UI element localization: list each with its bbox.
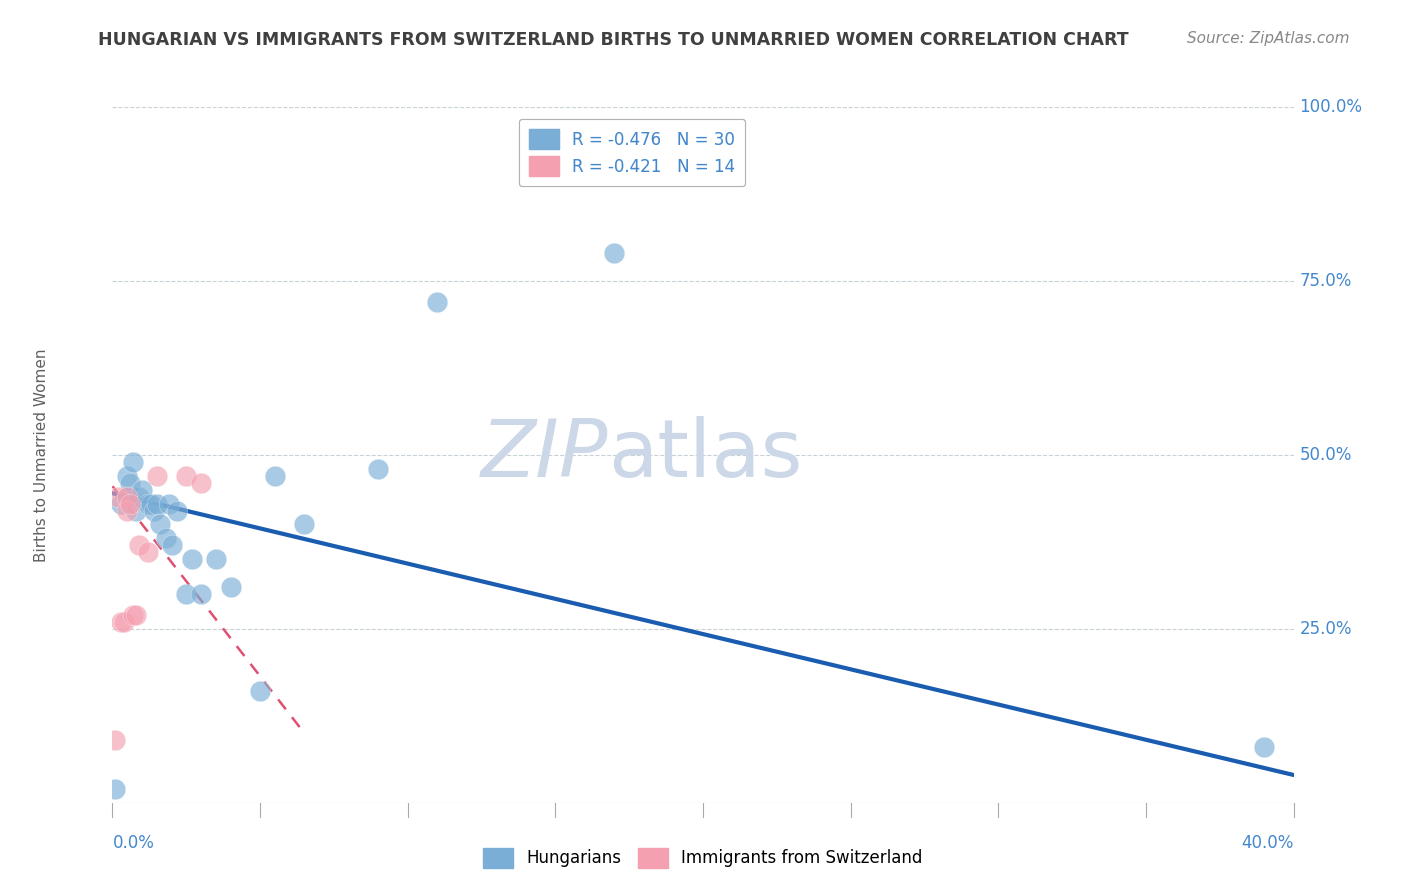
Point (174, 468, 197, 483)
Point (190, 587, 212, 601)
Point (155, 532, 177, 546)
Point (117, 503, 138, 517)
Point (125, 607, 148, 622)
Point (142, 503, 165, 517)
Point (117, 468, 138, 483)
Text: 50.0%: 50.0% (1299, 446, 1351, 464)
Text: 75.0%: 75.0% (1299, 272, 1351, 290)
Point (117, 490, 138, 504)
Point (128, 490, 150, 504)
Point (128, 538, 150, 552)
Point (205, 552, 228, 566)
Point (1253, 740, 1275, 755)
Text: atlas: atlas (609, 416, 803, 494)
Legend: R = -0.476   N = 30, R = -0.421   N = 14: R = -0.476 N = 30, R = -0.421 N = 14 (519, 119, 745, 186)
Point (146, 497, 169, 511)
Point (117, 490, 138, 504)
Point (110, 615, 132, 629)
Point (249, 684, 271, 698)
Point (131, 483, 153, 497)
Point (367, 462, 389, 476)
Point (139, 497, 162, 511)
Text: ZIP: ZIP (481, 416, 609, 494)
Point (149, 517, 172, 532)
Text: Births to Unmarried Women: Births to Unmarried Women (34, 348, 49, 562)
Point (174, 587, 197, 601)
Point (190, 475, 212, 490)
Point (122, 455, 145, 469)
Point (112, 615, 135, 629)
Text: 100.0%: 100.0% (1299, 98, 1362, 116)
Text: 25.0%: 25.0% (1299, 620, 1353, 638)
Text: Source: ZipAtlas.com: Source: ZipAtlas.com (1187, 31, 1350, 46)
Point (120, 475, 142, 490)
Point (122, 607, 145, 622)
Point (219, 580, 242, 594)
Point (104, 781, 127, 796)
Point (125, 503, 148, 517)
Point (166, 503, 188, 517)
Text: 40.0%: 40.0% (1241, 834, 1294, 852)
Point (107, 490, 129, 504)
Point (603, 246, 626, 260)
Text: 0.0%: 0.0% (112, 834, 155, 852)
Point (292, 517, 315, 532)
Point (146, 468, 169, 483)
Point (426, 294, 449, 309)
Point (120, 497, 142, 511)
Point (110, 497, 132, 511)
Point (136, 497, 159, 511)
Point (181, 552, 204, 566)
Text: HUNGARIAN VS IMMIGRANTS FROM SWITZERLAND BIRTHS TO UNMARRIED WOMEN CORRELATION C: HUNGARIAN VS IMMIGRANTS FROM SWITZERLAND… (98, 31, 1129, 49)
Legend: Hungarians, Immigrants from Switzerland: Hungarians, Immigrants from Switzerland (477, 841, 929, 875)
Point (264, 468, 287, 483)
Point (104, 733, 127, 747)
Point (136, 545, 159, 559)
Point (157, 497, 180, 511)
Point (160, 538, 183, 552)
